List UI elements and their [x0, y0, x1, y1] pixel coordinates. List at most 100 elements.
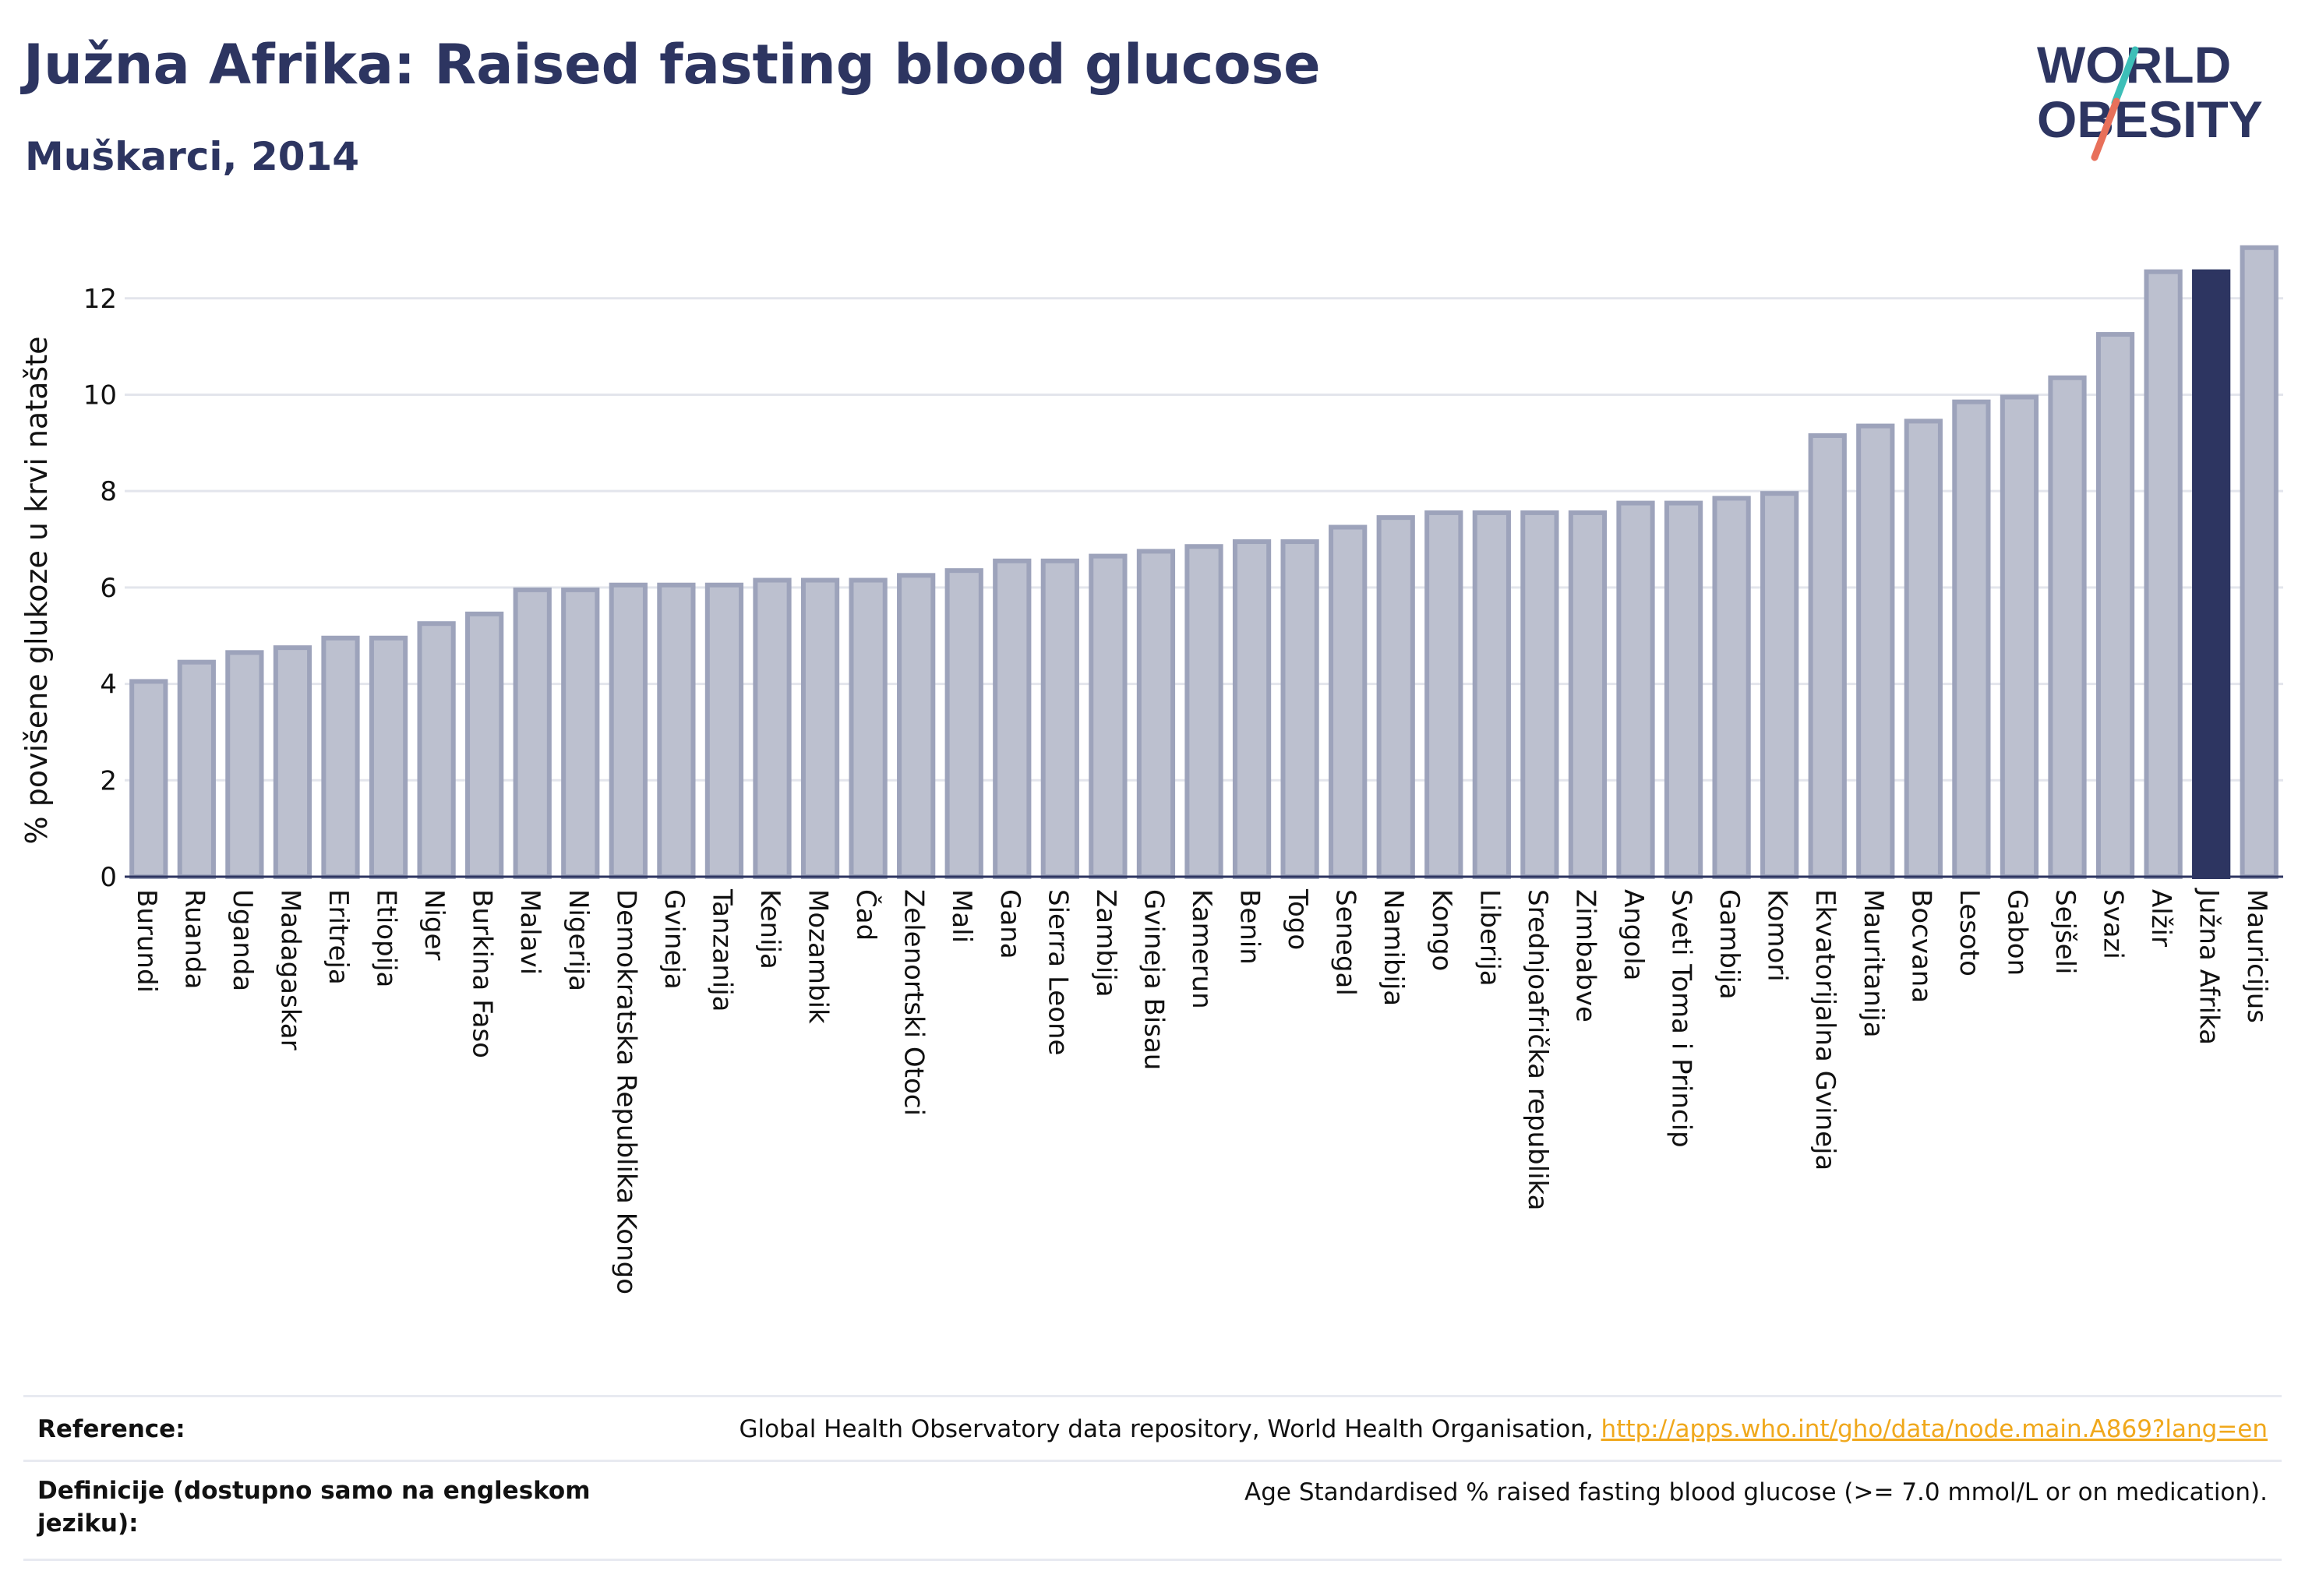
x-tick-label: Svazi: [2098, 889, 2129, 959]
bar: [1760, 491, 1799, 879]
x-tick-label: Niger: [418, 889, 450, 960]
x-tick-label: Alžir: [2145, 889, 2176, 947]
x-tick-label: Demokratska Republika Kongo: [610, 889, 641, 1294]
y-tick-label: 10: [83, 380, 117, 411]
x-tick-label: Eritreja: [323, 889, 354, 985]
bar: [1136, 549, 1176, 879]
x-tick-label: Uganda: [227, 889, 258, 991]
bar: [177, 659, 216, 880]
x-tick-label: Gabon: [2001, 889, 2032, 976]
y-tick-label: 12: [83, 284, 117, 315]
bar: [1329, 524, 1368, 880]
logo-slash-teal: [2111, 46, 2139, 107]
x-tick-label: Angola: [1618, 889, 1649, 980]
x-tick-label: Togo: [1282, 888, 1313, 950]
bar: [417, 621, 456, 879]
reference-label: Reference:: [37, 1415, 185, 1443]
bar: [944, 568, 983, 879]
bar: [1376, 515, 1415, 879]
bar: [1952, 399, 1991, 879]
bar: [1664, 500, 1703, 879]
bar: [513, 587, 552, 880]
x-tick-label: Madagaskar: [274, 889, 305, 1050]
x-tick-label: Bocvana: [1905, 889, 1936, 1003]
definition-row: Definicije (dostupno samo na engleskom j…: [23, 1460, 2282, 1561]
x-tick-label: Burundi: [131, 889, 162, 993]
x-tick-label: Tanzanija: [706, 888, 737, 1012]
bar: [561, 587, 600, 880]
bar: [1904, 418, 1943, 879]
x-tick-label: Gvineja: [658, 889, 690, 990]
bar: [2000, 394, 2039, 879]
x-tick-label: Kamerun: [1186, 889, 1217, 1009]
bar: [1616, 500, 1655, 879]
x-tick-label: Gana: [994, 889, 1025, 959]
y-tick-label: 8: [100, 476, 117, 507]
logo-word-obesity: OBESITY: [2037, 90, 2263, 148]
bar: [657, 582, 696, 879]
bar: [993, 558, 1032, 879]
bar: [129, 679, 168, 879]
bar: [609, 582, 648, 879]
y-tick-label: 2: [100, 765, 117, 796]
y-tick-label: 0: [100, 862, 117, 893]
x-tick-label: Etiopija: [371, 889, 402, 987]
bar: [1184, 544, 1223, 879]
bar: [1568, 510, 1608, 879]
x-tick-label: Sveti Toma i Princip: [1666, 889, 1697, 1148]
bar: [1232, 539, 1272, 879]
x-tick-label: Mozambik: [803, 889, 834, 1024]
x-tick-label: Zambija: [1090, 889, 1121, 998]
y-tick-label: 6: [100, 573, 117, 604]
definition-label: Definicije (dostupno samo na engleskom j…: [37, 1477, 591, 1538]
bar: [849, 577, 888, 879]
bar: [2240, 245, 2279, 880]
bar: [273, 645, 312, 879]
bar: [1712, 496, 1751, 879]
x-tick-label: Kenija: [754, 889, 785, 969]
bar: [1040, 558, 1079, 879]
x-tick-label: Benin: [1234, 889, 1265, 965]
x-tick-label: Ekvatorijalna Gvineja: [1809, 889, 1841, 1171]
x-tick-label: Mali: [946, 889, 977, 943]
bar: [369, 635, 408, 879]
x-tick-label: Malavi: [514, 889, 545, 975]
bar: [1856, 423, 1895, 879]
x-tick-label: Južna Afrika: [2194, 888, 2225, 1045]
bar: [800, 577, 840, 879]
logo-slash-coral: [2091, 97, 2120, 161]
reference-row: Reference: Global Health Observatory dat…: [23, 1395, 2282, 1460]
world-obesity-logo: WORLD OBESITY: [2037, 36, 2263, 161]
x-tick-label: Kongo: [1426, 889, 1457, 971]
reference-link[interactable]: http://apps.who.int/gho/data/node.main.A…: [1601, 1415, 2268, 1443]
footer-table: Reference: Global Health Observatory dat…: [23, 1395, 2282, 1561]
bar-chart: 0 2 4 6 8 10 12 Burundi Ruanda Uganda Madagaskar E…: [19, 245, 2283, 1294]
x-tick-label: Srednjoafrička republika: [1522, 889, 1553, 1210]
bar: [1280, 539, 1319, 879]
x-tick-label: Burkina Faso: [467, 889, 498, 1058]
x-tick-label: Lesoto: [1954, 889, 1985, 976]
bar: [2095, 332, 2135, 879]
bar: [753, 577, 792, 879]
x-tick-label: Mauritanija: [1858, 889, 1889, 1038]
y-axis-ticks: 0 2 4 6 8 10 12: [83, 284, 117, 893]
bar: [1472, 510, 1511, 879]
bar: [225, 650, 264, 880]
x-tick-label: Zimbabve: [1569, 889, 1601, 1022]
bar: [1520, 510, 1559, 879]
bar: [465, 611, 504, 879]
x-tick-label: Mauricijus: [2241, 889, 2272, 1023]
x-tick-label: Ruanda: [178, 889, 210, 989]
x-tick-label: Gvineja Bisau: [1138, 889, 1169, 1070]
logo-word-world: WORLD: [2037, 36, 2231, 94]
bars: [129, 245, 2279, 880]
bar: [897, 573, 936, 879]
x-axis-labels: Burundi Ruanda Uganda Madagaskar Eritreja Eti…: [131, 888, 2272, 1294]
y-tick-label: 4: [100, 669, 117, 701]
x-tick-label: Sierra Leone: [1042, 889, 1073, 1055]
definition-value: Age Standardised % raised fasting blood …: [1244, 1478, 2268, 1506]
chart-title: Južna Afrika: Raised fasting blood gluco…: [23, 33, 1321, 97]
bar: [321, 635, 360, 879]
reference-value: Global Health Observatory data repositor…: [739, 1413, 2268, 1446]
bar: [704, 582, 744, 879]
